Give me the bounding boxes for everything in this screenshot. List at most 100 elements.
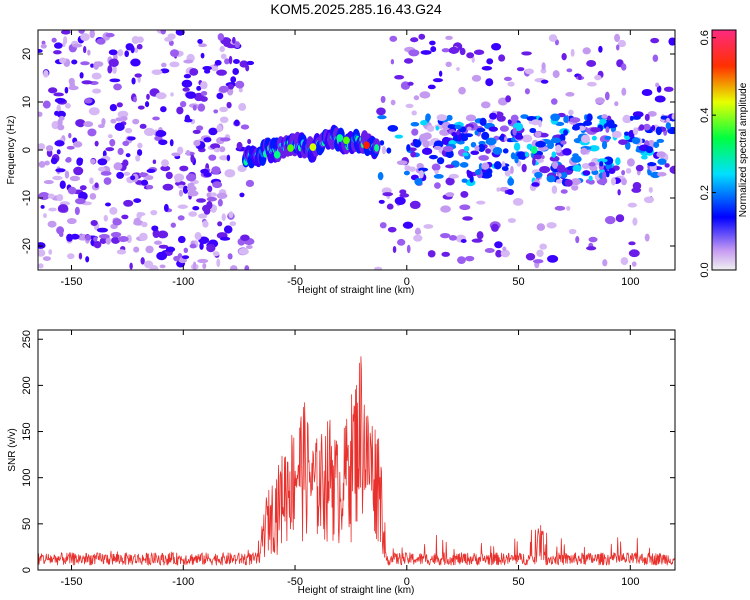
spectrogram-cell (537, 119, 542, 128)
spectrogram-cell (441, 48, 450, 53)
spectrogram-cell (65, 157, 72, 162)
snr-y-tick-label: 150 (21, 422, 33, 440)
colorbar-tick-label: 0.4 (699, 108, 711, 123)
spectrogram-cell (109, 139, 116, 147)
spectrogram-cell (165, 246, 176, 253)
spectrogram-cell (177, 204, 188, 209)
spectrogram-cell (125, 43, 134, 51)
spectrogram-cell (588, 145, 600, 152)
spectrogram-cell (145, 245, 154, 254)
spectrogram-y-label: Frequency (Hz) (6, 116, 17, 185)
spectrogram-cell (410, 151, 417, 158)
spectrogram-cell (206, 201, 213, 210)
spectrogram-cell (157, 230, 169, 239)
spectrogram-cell (40, 204, 45, 209)
spectrogram-cell (568, 109, 574, 116)
spectrogram-cell (448, 173, 459, 179)
spectrogram-cell (462, 152, 469, 157)
spectrogram-cell (176, 106, 184, 115)
spectrogram-cell (602, 171, 607, 180)
spectrogram-cell (409, 200, 421, 210)
spectrogram-cell (466, 126, 472, 131)
spectrogram-cell (160, 30, 166, 35)
spectrogram-cell (174, 173, 185, 182)
spectrogram-cell (582, 47, 591, 55)
spectrogram-cell (185, 91, 197, 99)
spectrogram-cell (90, 158, 96, 164)
spectrogram-cell (568, 228, 577, 235)
spectrogram-cell (608, 167, 616, 174)
spectrogram-cell (210, 143, 221, 150)
snr-x-label: Height of straight line (km) (298, 585, 415, 596)
spectrogram-cell (240, 124, 250, 130)
spectrogram-cell (399, 189, 407, 195)
spectrogram-cell (38, 143, 46, 150)
spectrogram-cell (93, 241, 102, 249)
spectrogram-cell (486, 58, 494, 65)
spectrogram-cell (113, 83, 122, 91)
spectrogram-cell (588, 162, 596, 167)
spectrogram-cell (570, 155, 582, 163)
spectrogram-cell (406, 244, 411, 254)
spectrogram-cell (108, 49, 118, 56)
spectrogram-cell (520, 114, 529, 119)
spectrogram-cell (103, 214, 108, 222)
spectrogram-cell (402, 221, 414, 229)
spectrogram-cell (68, 132, 72, 139)
spectrogram-cell (53, 50, 62, 55)
spectrogram-cell (219, 106, 228, 113)
spectrogram-cell (506, 188, 514, 195)
spectrogram-cell (580, 147, 588, 155)
spectrogram-cell (105, 202, 111, 207)
spectrogram-cell (399, 193, 410, 198)
spectrogram-cell (524, 88, 530, 95)
spectrogram-cell (177, 215, 185, 221)
colorbar-label: Normalized spectral amplitude (738, 82, 749, 217)
spectrogram-cell (386, 147, 392, 154)
spectrogram-cell (218, 85, 229, 93)
spectrogram-cell (137, 142, 143, 149)
spectrogram-cell (541, 155, 545, 160)
spectrogram-cell (530, 146, 538, 154)
spectrogram-cell (217, 221, 223, 227)
spectrogram-cell (224, 169, 236, 178)
spectrogram-cell (198, 213, 208, 219)
spectrogram-cell (113, 162, 123, 171)
spectrogram-cell (110, 118, 117, 124)
spectrogram-cell (614, 101, 619, 107)
spectrogram-cell (586, 246, 597, 251)
spectrogram-cell (666, 117, 670, 123)
spectrogram-cell (627, 202, 637, 208)
spectrogram-cell (435, 125, 440, 131)
spectrogram-cell (451, 132, 457, 137)
spectrogram-cell (146, 184, 154, 190)
spectrogram-cell (590, 127, 601, 133)
spectrogram-cell (581, 162, 591, 169)
spectrogram-cell (631, 187, 642, 193)
spectrogram-cell (462, 216, 473, 221)
spectrogram-cell (466, 52, 475, 59)
spectrogram-cell (48, 207, 57, 212)
spectrogram-cell (219, 146, 226, 153)
spectrogram-cell (433, 174, 444, 179)
spectrogram-cell (175, 30, 185, 36)
spectrogram-cell (546, 222, 557, 229)
spectrogram-cell (206, 244, 216, 253)
spectrogram-cell (226, 101, 232, 109)
spectrogram-x-tick-label: -100 (172, 276, 194, 288)
spectrogram-cell (58, 115, 65, 121)
spectrogram-x-tick-label: 100 (621, 276, 639, 288)
spectrogram-cell (190, 154, 195, 163)
spectrogram-cell (66, 233, 73, 242)
spectrogram-cell (407, 81, 414, 86)
spectrogram-cell (123, 171, 131, 176)
spectrogram-cell (202, 263, 207, 269)
spectrogram-cell (192, 205, 200, 211)
spectrogram-cell (588, 175, 593, 182)
spectrogram-cell (171, 152, 181, 157)
spectrogram-cell (117, 147, 124, 156)
spectrogram-cell (221, 213, 226, 222)
spectrogram-cell (547, 140, 555, 150)
spectrogram-cell (460, 190, 469, 198)
